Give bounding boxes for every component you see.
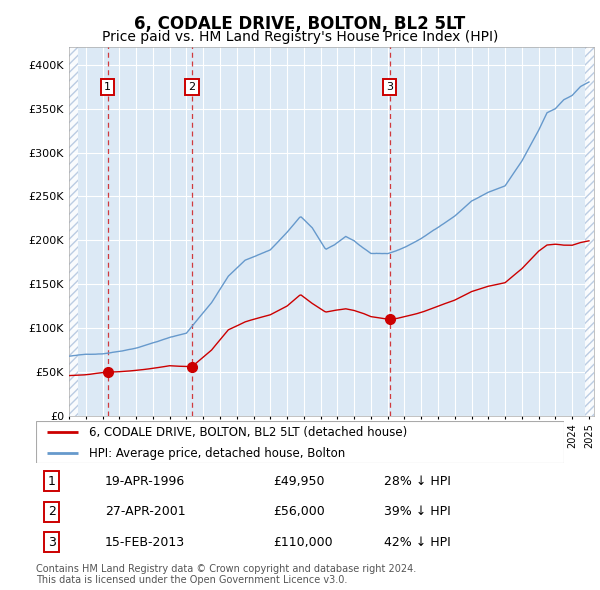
Bar xyxy=(585,47,594,416)
Text: HPI: Average price, detached house, Bolton: HPI: Average price, detached house, Bolt… xyxy=(89,447,345,460)
Bar xyxy=(69,47,78,416)
Text: 19-APR-1996: 19-APR-1996 xyxy=(104,475,185,488)
Text: Price paid vs. HM Land Registry's House Price Index (HPI): Price paid vs. HM Land Registry's House … xyxy=(102,30,498,44)
Text: £56,000: £56,000 xyxy=(274,505,325,519)
Text: 6, CODALE DRIVE, BOLTON, BL2 5LT: 6, CODALE DRIVE, BOLTON, BL2 5LT xyxy=(134,15,466,34)
Text: 3: 3 xyxy=(48,536,56,549)
Text: 2: 2 xyxy=(48,505,56,519)
Text: £49,950: £49,950 xyxy=(274,475,325,488)
Text: 1: 1 xyxy=(48,475,56,488)
Text: 15-FEB-2013: 15-FEB-2013 xyxy=(104,536,185,549)
Text: 2: 2 xyxy=(188,81,196,91)
Text: 42% ↓ HPI: 42% ↓ HPI xyxy=(385,536,451,549)
Text: 27-APR-2001: 27-APR-2001 xyxy=(104,505,185,519)
Text: 6, CODALE DRIVE, BOLTON, BL2 5LT (detached house): 6, CODALE DRIVE, BOLTON, BL2 5LT (detach… xyxy=(89,425,407,438)
Text: 3: 3 xyxy=(386,81,393,91)
Text: 39% ↓ HPI: 39% ↓ HPI xyxy=(385,505,451,519)
Text: 1: 1 xyxy=(104,81,111,91)
Text: £110,000: £110,000 xyxy=(274,536,333,549)
Text: 28% ↓ HPI: 28% ↓ HPI xyxy=(385,475,451,488)
Text: Contains HM Land Registry data © Crown copyright and database right 2024.
This d: Contains HM Land Registry data © Crown c… xyxy=(36,563,416,585)
